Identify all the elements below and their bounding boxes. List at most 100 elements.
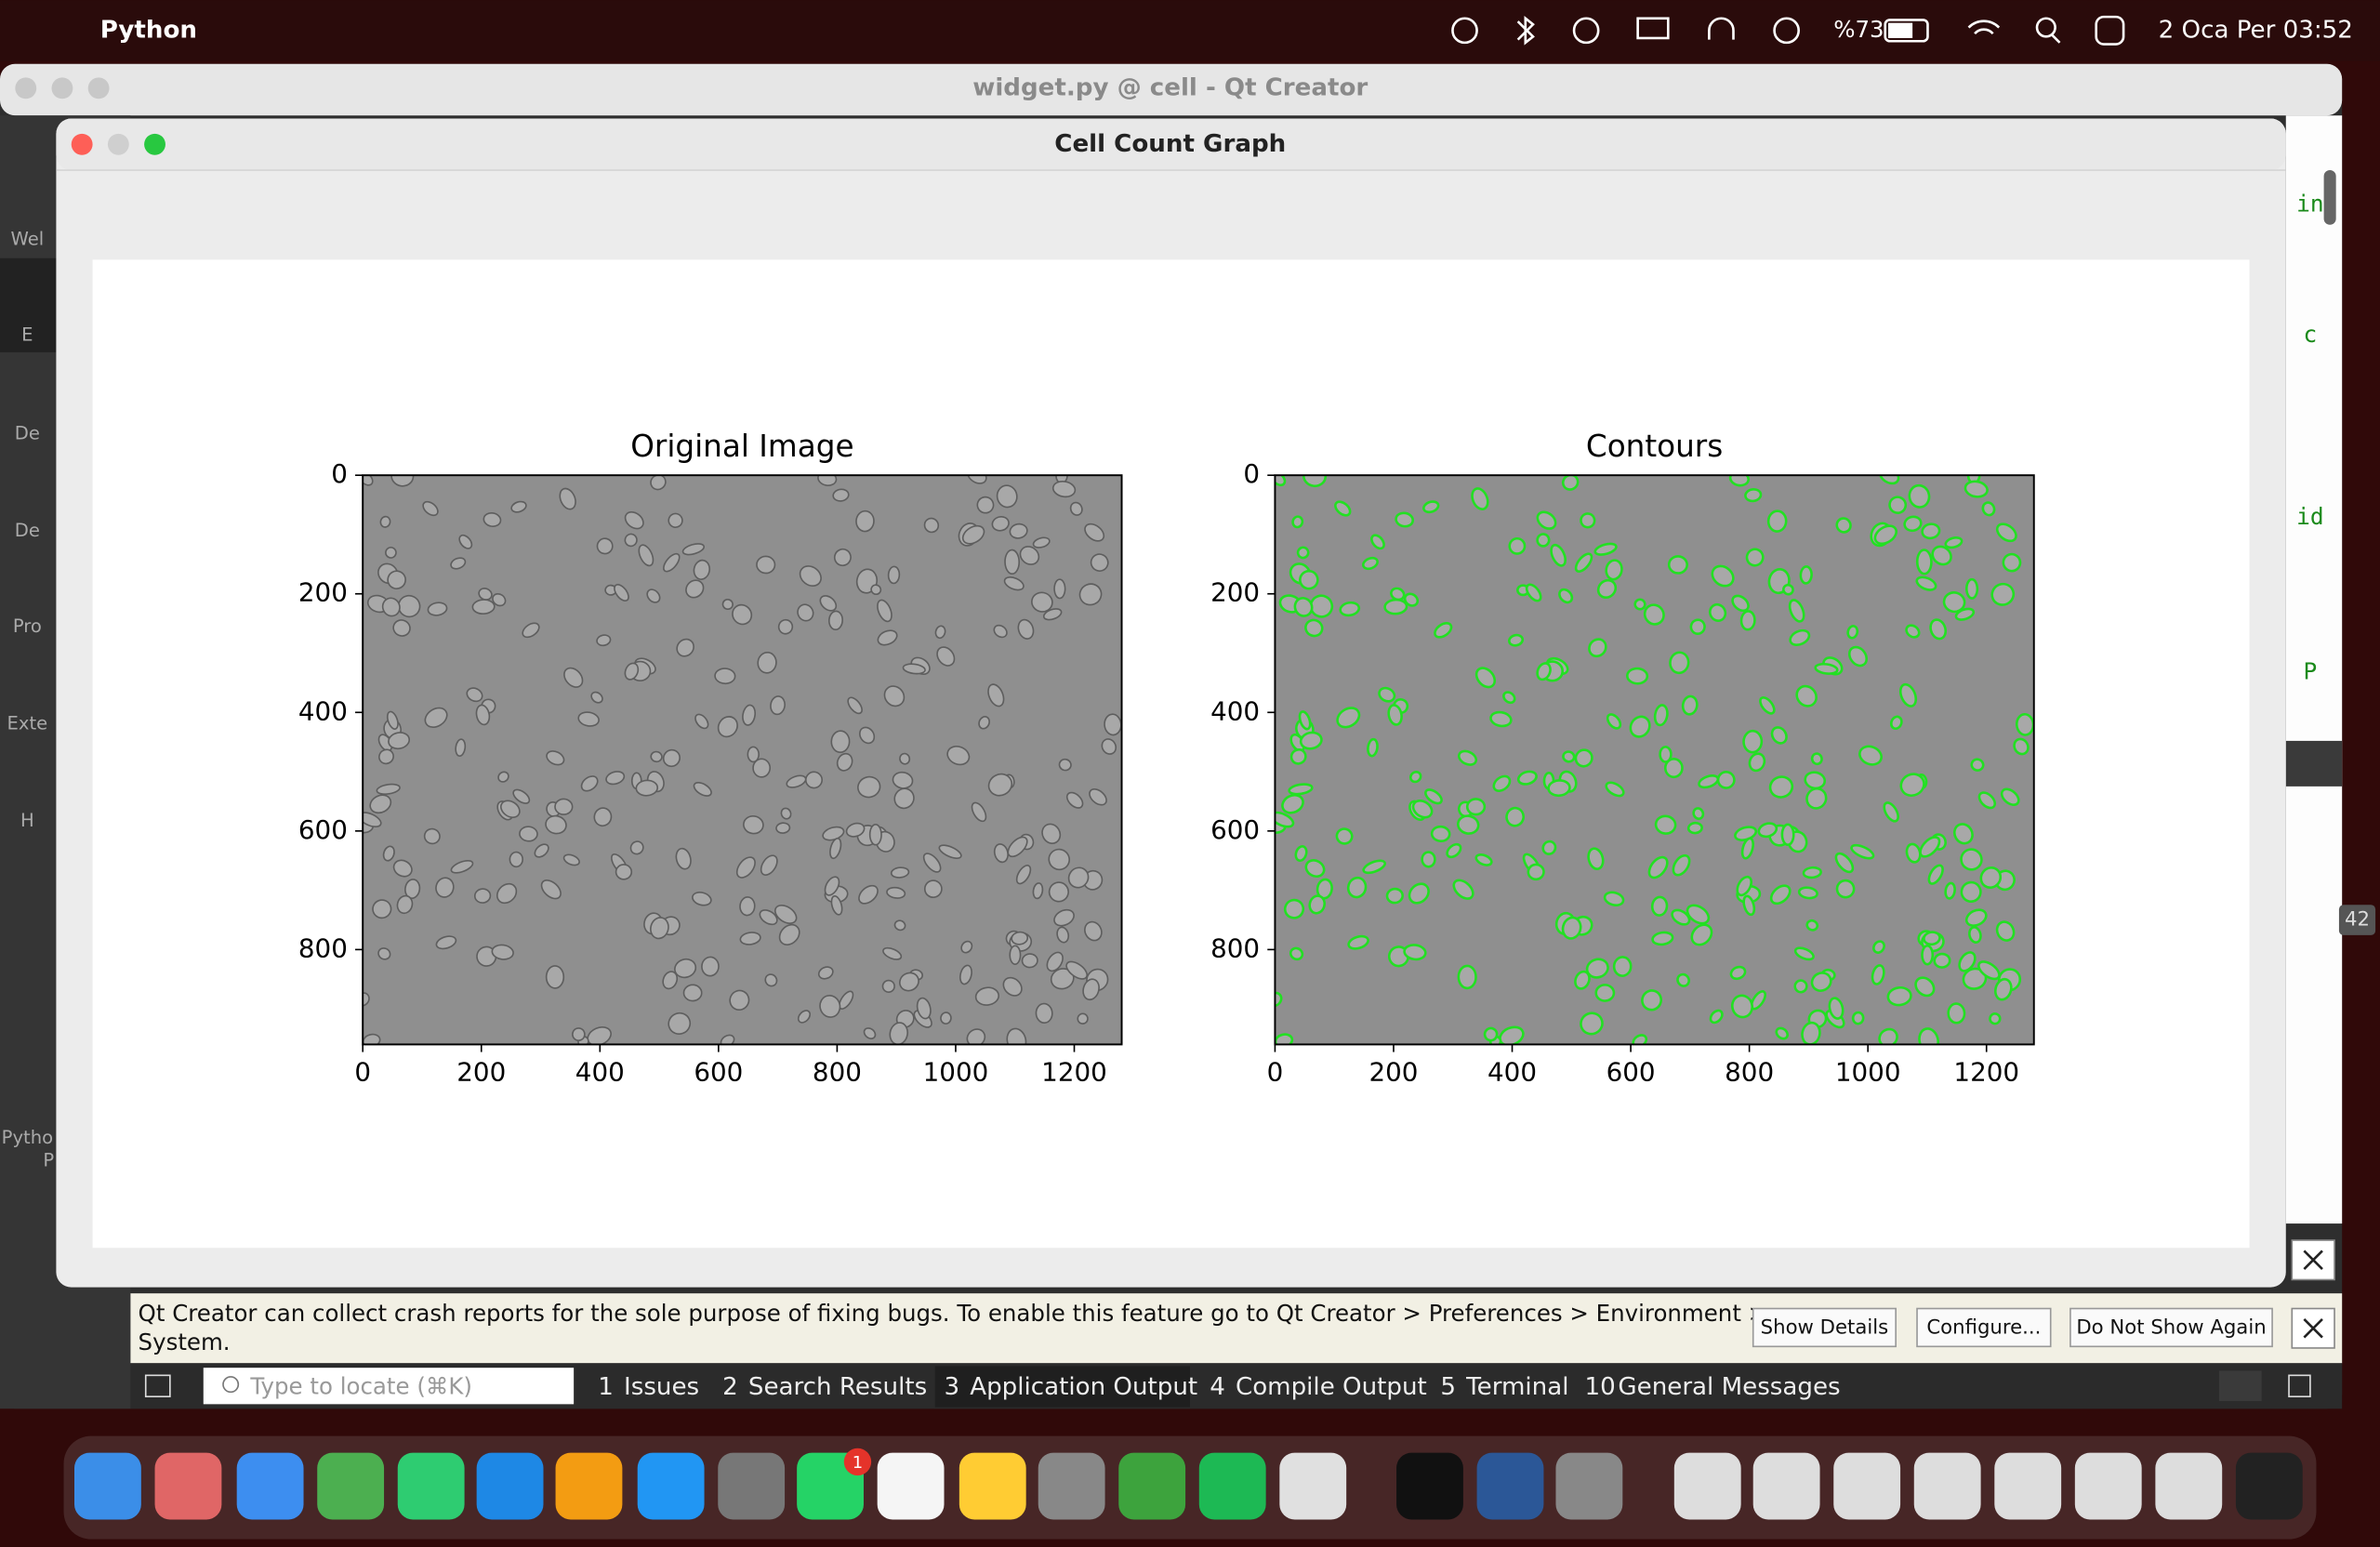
cell [1669,651,1690,675]
y-tick-label: 200 [1210,577,1260,608]
cell [959,964,972,985]
cell [624,510,644,530]
dock-app[interactable] [397,1452,465,1520]
cell [1709,1009,1724,1025]
cell [545,814,567,835]
tab-number[interactable]: 5 [1440,1373,1456,1401]
dock-app[interactable] [154,1452,222,1520]
cell [1647,855,1669,879]
code-text: P [2304,657,2318,684]
close-button[interactable] [71,133,93,155]
mode-label[interactable]: P [43,1150,54,1171]
mode-label[interactable]: De [15,423,40,444]
notice-button[interactable] [2069,1307,2273,1348]
cell [1686,821,1703,835]
minimize-button[interactable] [107,133,129,155]
dock-app[interactable] [1198,1452,1266,1520]
notice-button[interactable] [1752,1307,1897,1348]
dock-app[interactable] [1396,1452,1463,1520]
zoom-button[interactable] [144,133,165,155]
mode-label[interactable]: De [15,520,40,541]
cell [692,892,712,906]
mode-label[interactable]: Wel [11,229,45,250]
dock-app[interactable] [476,1452,544,1520]
cell [1921,944,1935,966]
dock-app[interactable] [1673,1452,1741,1520]
cell [739,932,761,945]
tab-name[interactable]: General Messages [1618,1373,1840,1401]
tab-number[interactable]: 4 [1210,1373,1225,1401]
cell [614,584,629,602]
cell [1927,864,1944,885]
cell [424,707,448,728]
mode-label[interactable]: E [21,324,33,345]
dock-app[interactable] [1038,1452,1105,1520]
dock-app[interactable] [2074,1452,2142,1520]
tab-number[interactable]: 2 [722,1373,738,1401]
tab-number[interactable]: 10 [1584,1373,1615,1401]
cell [1051,480,1077,498]
cell [1918,1027,1939,1045]
cell [797,603,814,622]
scrollbar[interactable] [2323,170,2336,225]
dock-app[interactable] [1833,1452,1901,1520]
dock-app[interactable] [1994,1452,2062,1520]
minimize-button[interactable] [51,77,73,99]
pane-maximize[interactable] [2218,1370,2262,1402]
cell [1288,783,1314,796]
zoom-button[interactable] [87,77,110,99]
cell [1716,771,1736,789]
cell [883,685,906,707]
cell [1456,814,1480,835]
cell [1457,749,1478,766]
tab-name[interactable]: Application Output [970,1373,1197,1401]
close-button[interactable] [15,77,37,99]
toggle-right[interactable] [2288,1374,2311,1398]
dock-app[interactable] [1752,1452,1820,1520]
dock-app[interactable] [1279,1452,1347,1520]
cell [922,853,942,873]
mode-label[interactable]: Exte [7,712,48,734]
close-notice[interactable] [2291,1239,2335,1281]
close-notice[interactable] [2291,1307,2335,1349]
cell [996,484,1018,509]
dock-app[interactable] [2235,1452,2303,1520]
dock-app[interactable] [2155,1452,2223,1520]
cell [1078,583,1103,606]
tab-name[interactable]: Terminal [1465,1373,1568,1401]
toggle-sidebar[interactable] [144,1374,171,1398]
tab-number[interactable]: 1 [598,1373,614,1401]
mode-label[interactable]: Pro [13,615,42,637]
dock-app[interactable] [74,1452,141,1520]
tab-name[interactable]: Compile Output [1236,1373,1427,1401]
locator-input[interactable] [203,1368,575,1405]
dock-app[interactable] [959,1452,1026,1520]
dock-app[interactable] [1476,1452,1544,1520]
dock-app[interactable] [317,1452,385,1520]
cell [509,851,523,868]
dock-app[interactable] [637,1452,705,1520]
dock-app[interactable] [1555,1452,1623,1520]
dock-app[interactable] [1913,1452,1981,1520]
tab-name[interactable]: Issues [624,1373,699,1401]
dock-app[interactable] [236,1452,304,1520]
cell [1921,522,1941,540]
dock-app[interactable] [1118,1452,1186,1520]
cell [877,599,892,623]
cell [1770,726,1788,745]
y-tick-label: 600 [298,814,348,845]
dock-app[interactable] [877,1452,945,1520]
tab-name[interactable]: Search Results [748,1373,927,1401]
cell [882,946,903,960]
dock-app[interactable] [718,1452,786,1520]
dock-app[interactable] [555,1452,623,1520]
tab-number[interactable]: 3 [945,1373,960,1401]
app-menu[interactable]: Python [100,16,197,44]
cell [1031,591,1053,613]
cell [496,882,518,905]
axes-frame [1274,474,2035,1046]
mode-label[interactable]: H [20,810,34,831]
mode-label[interactable]: Pytho [2,1127,53,1148]
notice-button[interactable] [1916,1307,2052,1348]
cell [1032,882,1044,900]
